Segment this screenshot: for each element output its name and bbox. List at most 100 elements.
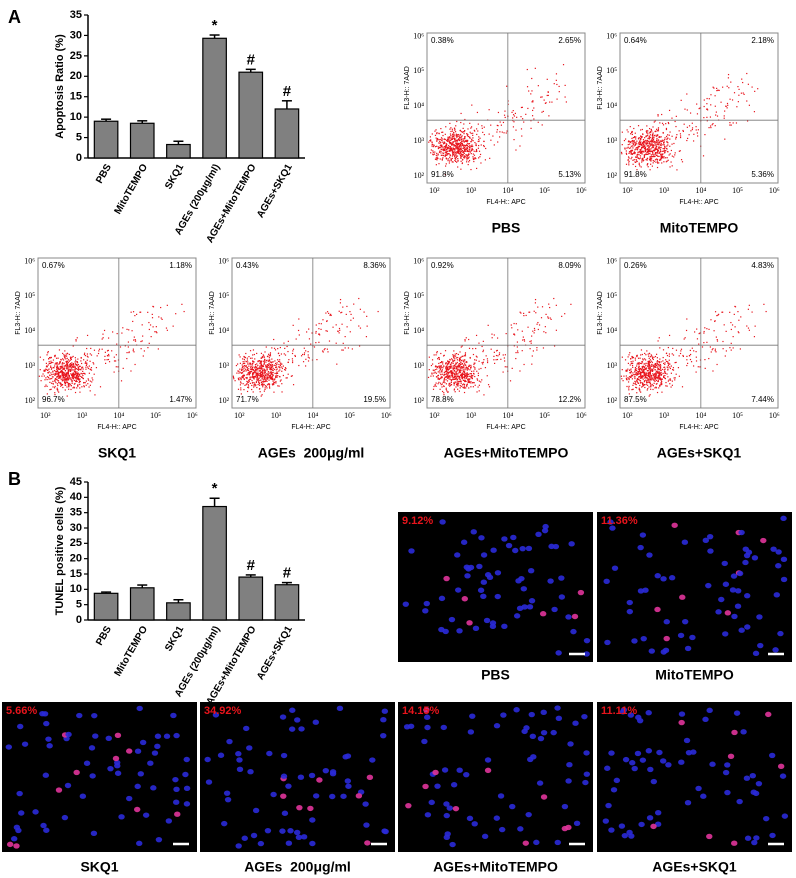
event-dot [468, 387, 470, 389]
event-dot [654, 369, 656, 371]
event-dot [655, 146, 657, 148]
event-dot [635, 386, 637, 389]
event-dot [494, 362, 496, 364]
event-dot [73, 365, 75, 367]
event-dot [657, 146, 660, 148]
event-dot [338, 310, 340, 312]
event-dot [46, 369, 49, 372]
event-dot [277, 359, 279, 361]
event-dot [155, 326, 157, 328]
event-dot [709, 346, 711, 348]
event-dot [632, 366, 634, 368]
event-dot [669, 363, 671, 365]
event-dot [729, 311, 731, 313]
event-dot [654, 387, 656, 389]
event-dot [689, 112, 692, 114]
x-tick-label: 10⁶ [381, 411, 392, 420]
event-dot [248, 373, 250, 375]
x-tick-label: 10⁴ [307, 411, 318, 420]
event-dot [478, 138, 480, 141]
event-dot [630, 158, 632, 160]
event-dot [706, 97, 708, 100]
event-dot [655, 374, 657, 376]
y-tick-label: 10 [70, 111, 82, 123]
event-dot [531, 77, 533, 80]
event-dot [89, 384, 91, 386]
quadrant-percent: 1.47% [169, 395, 192, 404]
event-dot [82, 368, 84, 370]
event-dot [247, 363, 249, 365]
tunel-percent: 5.66% [6, 705, 37, 717]
event-dot [254, 358, 256, 360]
event-dot [650, 160, 652, 162]
event-dot [437, 154, 439, 156]
event-dot [641, 386, 643, 388]
event-dot [663, 142, 665, 144]
event-dot [457, 365, 459, 367]
event-dot [445, 373, 448, 375]
event-dot [618, 142, 619, 143]
event-dot [525, 314, 527, 317]
event-dot [654, 363, 656, 365]
nucleus [154, 733, 162, 739]
event-dot [77, 372, 79, 374]
event-dot [56, 379, 58, 381]
event-dot [322, 351, 324, 353]
y-axis-label: FL3-H:: 7AAD [597, 66, 604, 110]
event-dot [445, 362, 447, 364]
event-dot [645, 373, 647, 376]
event-dot [454, 358, 456, 360]
event-dot [648, 146, 650, 149]
event-dot [465, 380, 467, 383]
event-dot [63, 374, 65, 376]
event-dot [267, 373, 270, 375]
event-dot [640, 135, 642, 137]
nucleus [279, 828, 286, 834]
nucleus [432, 769, 439, 776]
event-dot [323, 349, 325, 351]
nucleus [567, 741, 574, 747]
event-dot [462, 371, 465, 373]
event-dot [446, 366, 448, 368]
event-dot [440, 146, 442, 148]
event-dot [646, 157, 648, 160]
nucleus [250, 832, 258, 839]
event-dot [275, 376, 277, 378]
event-dot [459, 376, 461, 379]
y-tick-label: 10⁵ [606, 66, 617, 75]
nucleus [558, 594, 566, 600]
event-dot [460, 359, 463, 362]
event-dot [256, 375, 259, 378]
event-dot [57, 390, 59, 392]
event-dot [457, 159, 459, 161]
event-dot [454, 376, 456, 378]
event-dot [688, 134, 690, 136]
bar [129, 587, 155, 621]
event-dot [48, 371, 50, 373]
event-dot [429, 136, 432, 138]
nucleus [91, 712, 98, 719]
event-dot [439, 372, 441, 374]
event-dot [670, 372, 672, 374]
event-dot [62, 371, 64, 373]
event-dot [232, 376, 235, 379]
nucleus [41, 711, 49, 717]
event-dot [303, 347, 305, 349]
event-dot [642, 383, 644, 385]
event-dot [659, 159, 661, 161]
tunel-percent: 11.36% [601, 515, 638, 527]
event-dot [251, 357, 253, 359]
event-dot [659, 384, 661, 386]
event-dot [457, 160, 459, 162]
event-dot [273, 338, 275, 341]
event-dot [70, 384, 72, 387]
event-dot [56, 364, 58, 366]
event-dot [439, 368, 442, 370]
event-dot [648, 357, 650, 359]
event-dot [461, 151, 464, 153]
event-dot [454, 378, 456, 380]
event-dot [435, 129, 437, 131]
event-dot [667, 121, 669, 124]
event-dot [51, 367, 53, 369]
nucleus [382, 828, 389, 835]
